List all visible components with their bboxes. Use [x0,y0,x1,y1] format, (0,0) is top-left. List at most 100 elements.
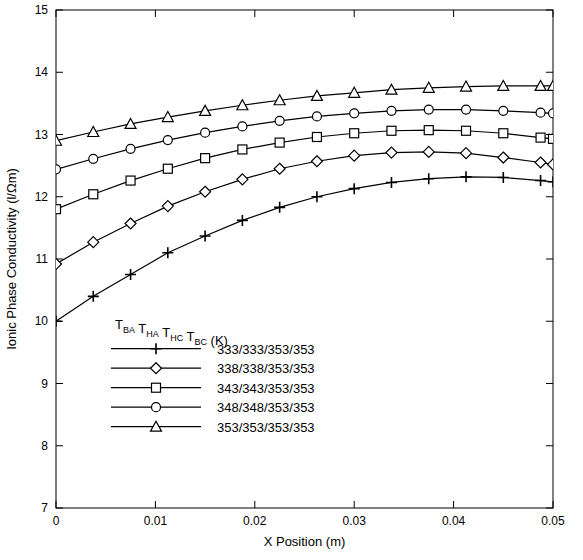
legend-label: 348/348/353/353 [217,400,315,415]
marker [56,165,61,174]
marker [200,230,211,241]
marker [386,177,397,188]
legend: TBA THA THC TBC (K)333/333/353/353 338/33… [111,317,315,435]
y-tick-label: 15 [35,3,49,17]
y-tick [56,196,63,197]
marker [200,186,211,197]
marker [499,106,508,115]
y-tick [56,383,63,384]
marker [274,163,285,174]
marker [162,247,173,258]
y-tick [56,72,63,73]
legend-title: TBA THA THC TBC (K) [115,317,228,348]
marker [535,175,546,186]
marker [349,183,360,194]
y-tick-label: 12 [35,190,49,204]
marker [163,164,172,173]
marker [162,112,173,122]
y-tick-label: 8 [41,439,48,453]
x-tick [254,501,255,508]
x-tick [553,10,554,17]
y-tick-label: 14 [35,65,49,79]
marker [424,126,433,135]
marker [349,87,360,97]
marker [237,174,248,185]
marker [349,150,360,161]
x-tick-label: 0.04 [442,514,466,528]
marker [201,128,210,137]
marker [88,237,99,248]
marker [238,145,247,154]
marker [462,105,471,114]
marker [498,80,509,90]
marker [125,218,136,229]
plot-frame [56,10,553,508]
y-tick [546,10,553,11]
marker [88,127,99,137]
x-tick-label: 0.05 [541,514,565,528]
marker [461,171,472,182]
marker [548,159,554,170]
legend-label: 343/343/353/353 [217,381,315,396]
x-tick-label: 0.01 [144,514,168,528]
legend-marker [152,403,161,412]
series-line [56,110,553,170]
y-tick-label: 11 [36,252,49,266]
x-tick [354,501,355,508]
x-tick [254,10,255,17]
y-tick [546,445,553,446]
x-tick [56,10,57,17]
y-tick [546,321,553,322]
marker [237,100,248,110]
y-tick [56,10,63,11]
marker [89,154,98,163]
marker [499,129,508,138]
marker [387,106,396,115]
legend-marker [151,343,162,354]
marker [125,269,136,280]
y-tick-label: 13 [35,128,49,142]
marker [549,109,554,118]
marker [274,95,285,105]
marker [498,172,509,183]
legend-label: 338/338/353/353 [217,361,315,376]
y-tick [546,196,553,197]
chart: 00.010.020.030.040.05789101112131415X Po… [0,0,583,560]
legend-label: 333/333/353/353 [217,342,315,357]
y-tick [56,508,63,509]
x-axis-title: X Position (m) [264,534,346,549]
series-line [56,177,553,321]
marker [56,316,62,327]
marker [387,126,396,135]
marker [536,133,545,142]
marker [548,80,554,90]
x-tick [155,501,156,508]
marker [162,201,173,212]
y-tick-label: 9 [41,377,48,391]
marker [311,90,322,100]
y-tick [546,383,553,384]
series-line [56,130,553,209]
legend-marker [151,421,162,431]
marker [350,109,359,118]
marker [89,190,98,199]
marker [535,157,546,168]
marker [274,202,285,213]
x-tick [453,501,454,508]
x-tick [155,10,156,17]
marker [386,147,397,158]
x-tick [354,10,355,17]
marker [423,146,434,157]
marker [461,148,472,159]
marker [311,156,322,167]
marker [386,84,397,94]
marker [424,105,433,114]
x-tick-label: 0 [53,514,60,528]
marker [88,291,99,302]
marker [56,258,62,269]
marker [126,176,135,185]
marker [311,191,322,202]
marker [548,176,554,187]
marker [312,112,321,121]
x-tick-label: 0.02 [243,514,267,528]
